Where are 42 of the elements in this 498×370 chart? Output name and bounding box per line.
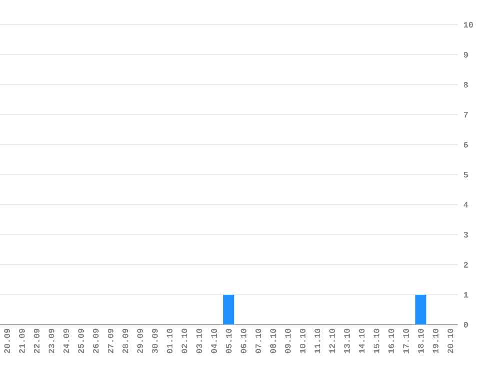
y-tick-label: 6 <box>464 142 468 148</box>
x-tick-label: 07.10 <box>256 329 262 354</box>
y-tick-label: 2 <box>464 262 468 268</box>
y-tick-label: 10 <box>464 22 474 28</box>
x-tick-label: 06.10 <box>240 329 247 354</box>
x-tick-label: 08.10 <box>270 329 276 354</box>
x-tick-label: 12.10 <box>330 329 336 354</box>
y-tick-label: 4 <box>464 202 468 208</box>
x-tick-label: 09.10 <box>285 329 291 354</box>
y-tick-label: 9 <box>464 52 468 58</box>
y-tick-label: 1 <box>464 292 468 298</box>
x-tick-label: 26.09 <box>93 329 99 354</box>
x-tick-label: 15.10 <box>374 329 380 354</box>
x-tick-label: 20.09 <box>4 329 10 354</box>
x-tick-label: 29.09 <box>137 329 144 354</box>
x-tick-label: 30.09 <box>152 329 158 354</box>
x-tick-label: 23.09 <box>48 329 55 354</box>
x-tick-label: 11.10 <box>314 329 321 354</box>
x-tick-label: 25.09 <box>78 329 84 354</box>
x-tick-label: 01.10 <box>167 329 173 354</box>
x-tick-label: 28.09 <box>122 329 128 354</box>
x-tick-label: 10.10 <box>300 329 306 354</box>
x-tick-label: 04.10 <box>211 329 218 354</box>
x-tick-label: 14.10 <box>359 329 365 354</box>
y-tick-label: 5 <box>464 172 468 178</box>
x-tick-label: 13.10 <box>344 329 350 354</box>
x-tick-label: 19.10 <box>432 329 439 354</box>
y-tick-label: 0 <box>464 322 468 328</box>
x-tick-label: 05.10 <box>226 329 232 354</box>
x-tick-label: 18.10 <box>418 329 424 354</box>
x-tick-label: 16.10 <box>388 329 394 354</box>
x-tick-label: 20.10 <box>448 329 454 354</box>
x-tick-label: 03.10 <box>196 329 202 354</box>
x-tick-label: 02.10 <box>182 329 188 354</box>
x-tick-label: 17.10 <box>403 329 410 354</box>
x-tick-label: 22.09 <box>34 329 40 354</box>
x-tick-label: 24.09 <box>64 329 70 354</box>
y-tick-label: 3 <box>464 232 468 238</box>
x-tick-label: 27.09 <box>108 329 114 354</box>
y-tick-label: 7 <box>464 112 468 118</box>
y-tick-label: 8 <box>464 82 468 88</box>
x-tick-label: 21.09 <box>19 329 26 354</box>
